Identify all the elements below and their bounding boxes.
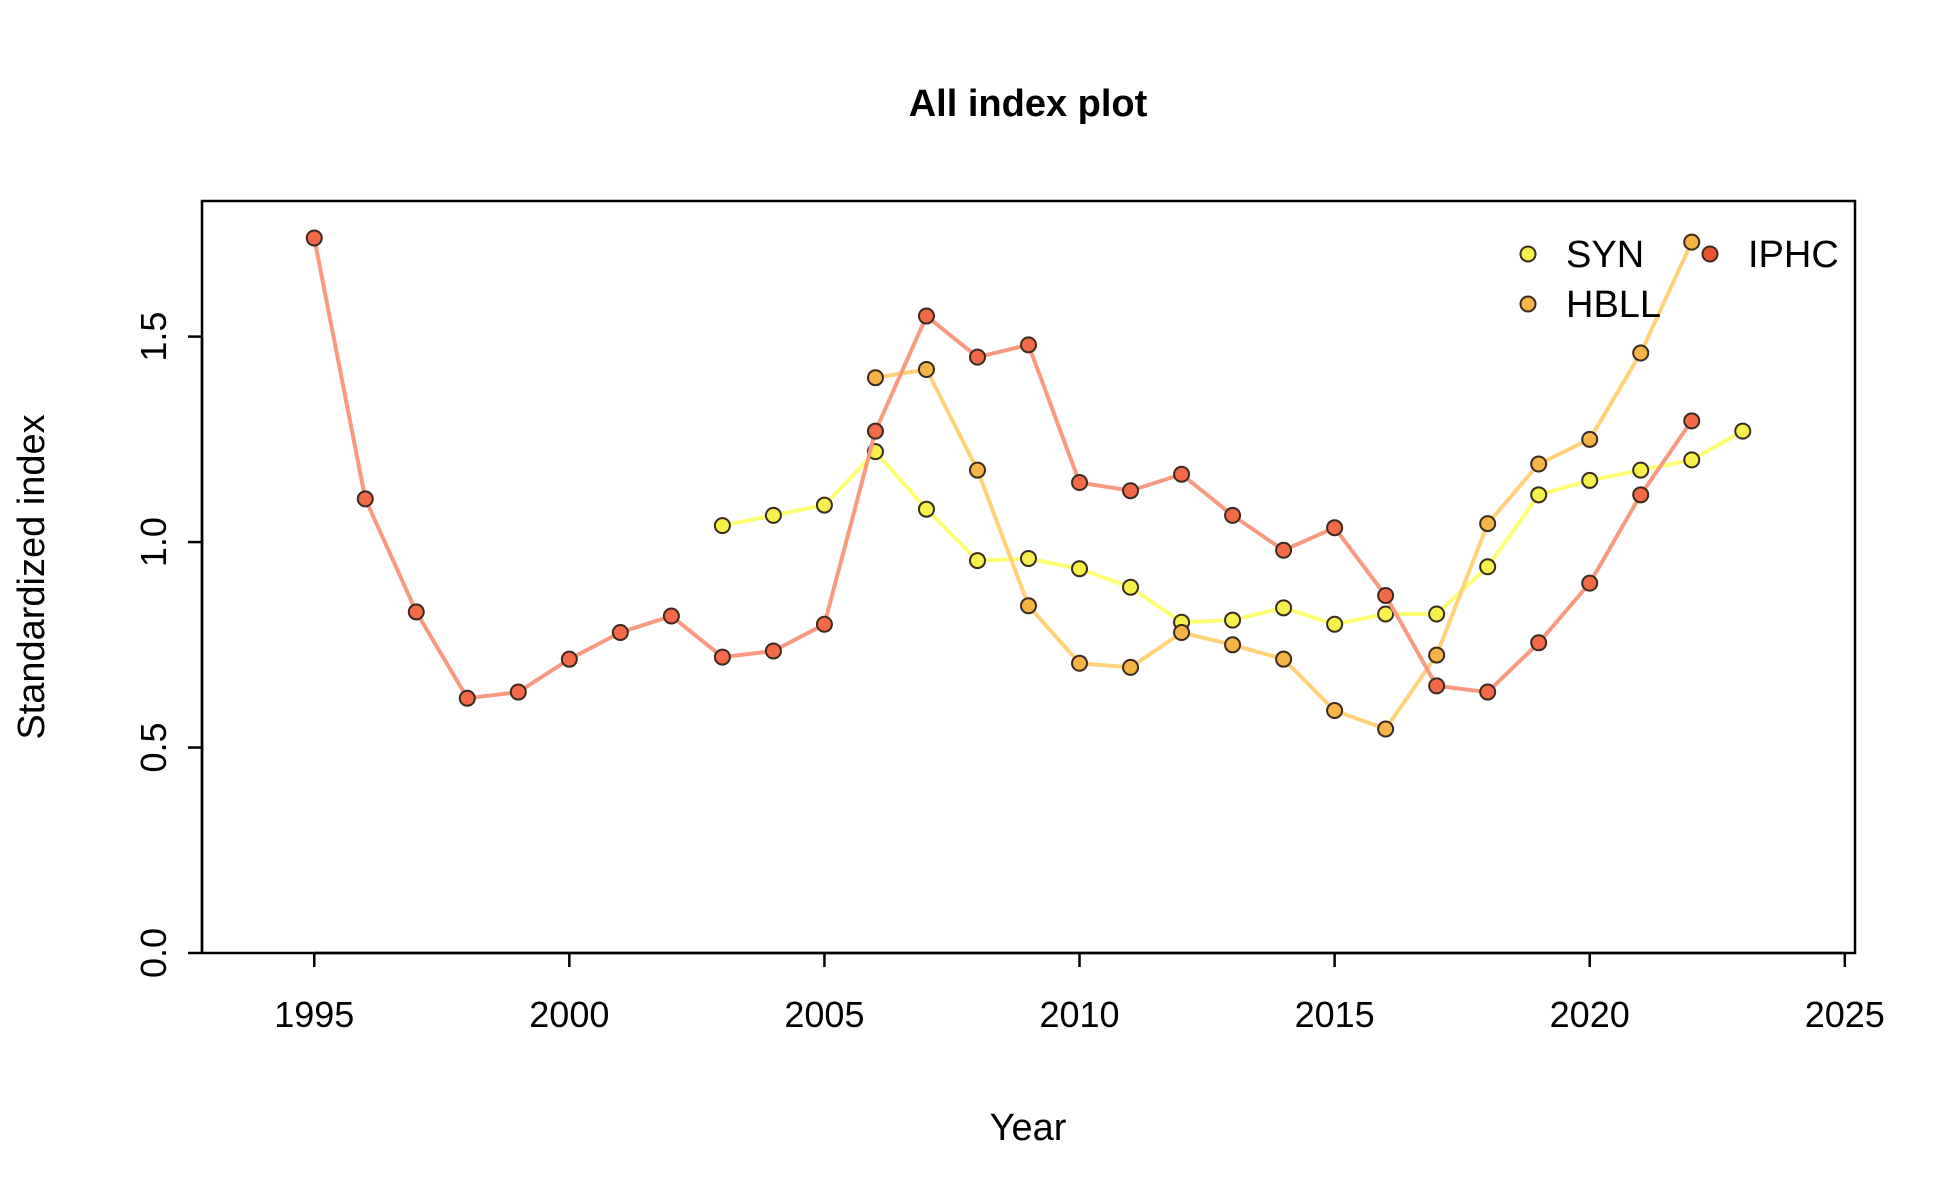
data-point-iphc — [407, 603, 425, 621]
y-tick-label: 1.0 — [133, 517, 174, 567]
legend: SYN HBLL IPHC — [1519, 234, 1839, 326]
x-tick-label: 2015 — [1295, 994, 1375, 1035]
data-point-iphc — [1479, 683, 1497, 701]
data-point-syn — [1377, 605, 1395, 623]
series-iphc — [305, 229, 1701, 707]
series-hbll — [866, 233, 1701, 738]
data-point-iphc — [815, 615, 833, 633]
data-point-syn — [1632, 461, 1650, 479]
data-point-iphc — [1326, 519, 1344, 537]
data-point-hbll — [1632, 344, 1650, 362]
data-point-hbll — [968, 461, 986, 479]
y-tick-label: 0.5 — [133, 723, 174, 773]
legend-marker-hbll — [1519, 295, 1537, 313]
data-point-syn — [1326, 615, 1344, 633]
data-point-hbll — [1122, 658, 1140, 676]
data-point-iphc — [1122, 482, 1140, 500]
legend-label-hbll: HBLL — [1566, 284, 1661, 326]
data-point-syn — [1428, 605, 1446, 623]
data-point-iphc — [458, 689, 476, 707]
data-point-iphc — [1224, 506, 1242, 524]
data-point-syn — [1683, 451, 1701, 469]
data-point-iphc — [1020, 336, 1037, 354]
data-point-syn — [1530, 486, 1548, 504]
legend-label-syn: SYN — [1566, 234, 1644, 276]
series-layer — [305, 229, 1752, 738]
data-point-iphc — [1071, 473, 1089, 491]
data-point-syn — [917, 500, 935, 518]
data-point-syn — [1479, 558, 1497, 576]
legend-marker-syn — [1519, 245, 1537, 263]
data-point-hbll — [1683, 233, 1701, 251]
data-point-hbll — [1479, 515, 1497, 533]
data-point-hbll — [1377, 720, 1395, 738]
data-point-hbll — [1071, 654, 1089, 672]
data-point-hbll — [1275, 650, 1293, 668]
data-point-iphc — [1683, 412, 1701, 430]
x-axis-label: Year — [990, 1107, 1067, 1149]
data-point-syn — [764, 506, 782, 524]
legend-label-iphc: IPHC — [1748, 234, 1839, 276]
data-point-syn — [1581, 471, 1599, 489]
data-point-iphc — [1173, 465, 1191, 483]
data-point-hbll — [1326, 702, 1344, 720]
x-tick-label: 2020 — [1550, 994, 1630, 1035]
data-point-iphc — [356, 490, 374, 508]
x-tick-label: 2025 — [1805, 994, 1885, 1035]
data-point-iphc — [1581, 574, 1599, 592]
data-point-syn — [1071, 560, 1089, 578]
data-point-iphc — [560, 650, 578, 668]
data-point-hbll — [866, 369, 884, 387]
data-point-iphc — [764, 642, 782, 660]
data-point-iphc — [1377, 586, 1395, 604]
x-tick-label: 1995 — [274, 994, 354, 1035]
data-point-syn — [815, 496, 833, 514]
data-point-iphc — [713, 648, 731, 666]
y-tick-label: 1.5 — [133, 312, 174, 362]
x-axis: 1995 2000 2005 2010 2015 2020 2025 — [274, 951, 1885, 1035]
data-point-hbll — [1020, 597, 1037, 615]
data-point-iphc — [968, 348, 986, 366]
data-point-iphc — [866, 422, 884, 440]
data-point-iphc — [1428, 677, 1446, 695]
data-point-iphc — [1275, 541, 1293, 559]
data-point-hbll — [1428, 646, 1446, 664]
series-line-iphc — [312, 237, 1694, 701]
data-point-iphc — [1632, 486, 1650, 504]
data-point-iphc — [662, 607, 680, 625]
data-point-syn — [713, 517, 731, 535]
data-point-hbll — [1530, 455, 1548, 473]
data-point-syn — [1020, 550, 1037, 568]
chart-title: All index plot — [909, 83, 1148, 125]
y-axis: 0.0 0.5 1.0 1.5 — [133, 312, 204, 978]
series-syn — [713, 422, 1752, 633]
data-point-syn — [1224, 611, 1242, 629]
x-tick-label: 2010 — [1039, 994, 1119, 1035]
data-point-iphc — [509, 683, 527, 701]
data-point-syn — [1734, 422, 1752, 440]
data-point-syn — [968, 552, 986, 570]
data-point-hbll — [917, 360, 935, 378]
data-point-hbll — [1581, 430, 1599, 448]
x-tick-label: 2005 — [784, 994, 864, 1035]
legend-marker-iphc — [1701, 245, 1719, 263]
data-point-iphc — [305, 229, 323, 247]
data-point-hbll — [1224, 636, 1242, 654]
data-point-iphc — [611, 623, 629, 641]
data-point-syn — [1275, 599, 1293, 617]
x-tick-label: 2000 — [529, 994, 609, 1035]
data-point-iphc — [917, 307, 935, 325]
data-point-iphc — [1530, 634, 1548, 652]
y-axis-label: Standardized index — [11, 414, 53, 739]
data-point-hbll — [1173, 623, 1191, 641]
y-tick-label: 0.0 — [133, 928, 174, 978]
data-point-syn — [1122, 578, 1140, 596]
